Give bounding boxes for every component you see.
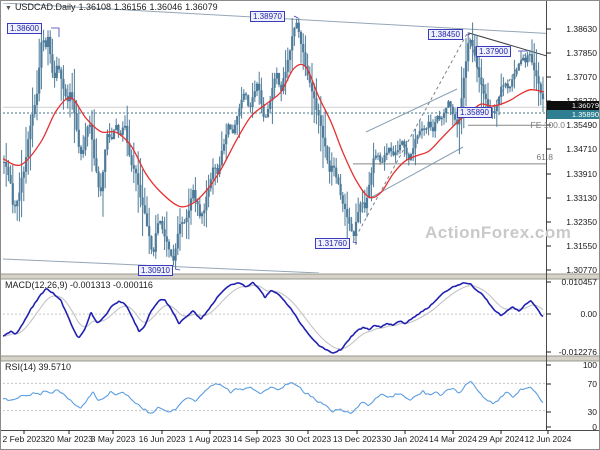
ohlc-close: 1.36079	[185, 2, 218, 12]
rsi-tick-label: 70	[587, 379, 597, 389]
rsi-tick-label: 30	[587, 407, 597, 417]
date-label: 13 Dec 2023	[332, 434, 382, 444]
date-label: 29 Apr 2024	[478, 434, 524, 444]
price-tick-label: 1.36270	[566, 96, 597, 106]
price-label-box[interactable]: 1.38600	[7, 23, 42, 34]
price-label-box[interactable]: 1.31760	[315, 238, 350, 249]
price-tick-label: 1.37850	[566, 48, 597, 58]
date-label: 3 May 2023	[90, 434, 136, 444]
ohlc-low: 1.36046	[149, 2, 183, 12]
axis-badge-current-price: 1.36079	[547, 101, 599, 110]
price-label-box[interactable]: 1.38450	[428, 29, 463, 40]
macd-tick-label: 0.00	[580, 309, 597, 319]
date-label: 20 Mar 2023	[45, 434, 93, 444]
date-label: 30 Oct 2023	[284, 434, 332, 444]
symbol-dropdown-icon[interactable]: ▼	[5, 5, 12, 12]
price-tick-label: 1.32350	[566, 217, 597, 227]
fib-label-fe100: FE 100.0	[530, 120, 566, 130]
price-label-box[interactable]: 1.35890	[457, 107, 492, 118]
rsi-tick-label: 100	[582, 360, 597, 370]
price-tick-label: 1.33130	[566, 193, 597, 203]
date-label: 16 Jun 2023	[138, 434, 186, 444]
macd-tick-label: 0.010457	[561, 277, 597, 287]
chart-title: ▼ USDCAD.Daily 1.36108 1.36156 1.36046 1.3607…	[5, 2, 221, 12]
price-label-box[interactable]: 1.37900	[476, 46, 511, 57]
date-label: 30 Jan 2024	[381, 434, 429, 444]
symbol-label: USDCAD.Daily	[14, 2, 76, 12]
price-label-box[interactable]: 1.30910	[138, 265, 173, 276]
rsi-indicator-label: RSI(14) 39.5710	[5, 362, 72, 372]
price-tick-label: 1.38630	[566, 24, 597, 34]
axis-badge-level: 1.35890	[547, 110, 599, 119]
price-tick-label: 1.30770	[566, 265, 597, 275]
ohlc-open: 1.36108	[78, 2, 111, 12]
price-tick-label: 1.37070	[566, 72, 597, 82]
macd-tick-label: -0.012276	[558, 347, 597, 357]
date-label: 2 Feb 2023	[2, 434, 46, 444]
date-label: 1 Aug 2023	[188, 434, 232, 444]
price-label-box[interactable]: 1.38970	[250, 11, 285, 22]
ohlc-high: 1.36156	[114, 2, 147, 12]
price-tick-label: 1.31550	[566, 241, 597, 251]
date-label: 14 Mar 2024	[429, 434, 477, 444]
date-label: 14 Sep 2023	[232, 434, 282, 444]
price-tick-label: 1.34710	[566, 144, 597, 154]
rsi-tick-label: 0	[592, 422, 597, 432]
watermark: ActionForex.com	[425, 223, 572, 242]
macd-indicator-label: MACD(12,26,9) -0.001313 -0.000116	[5, 280, 153, 290]
date-label: 12 Jun 2024	[524, 434, 572, 444]
price-tick-label: 1.33910	[566, 169, 597, 179]
fib-label-618: 61.8	[536, 152, 553, 162]
price-tick-label: 1.35490	[566, 120, 597, 130]
